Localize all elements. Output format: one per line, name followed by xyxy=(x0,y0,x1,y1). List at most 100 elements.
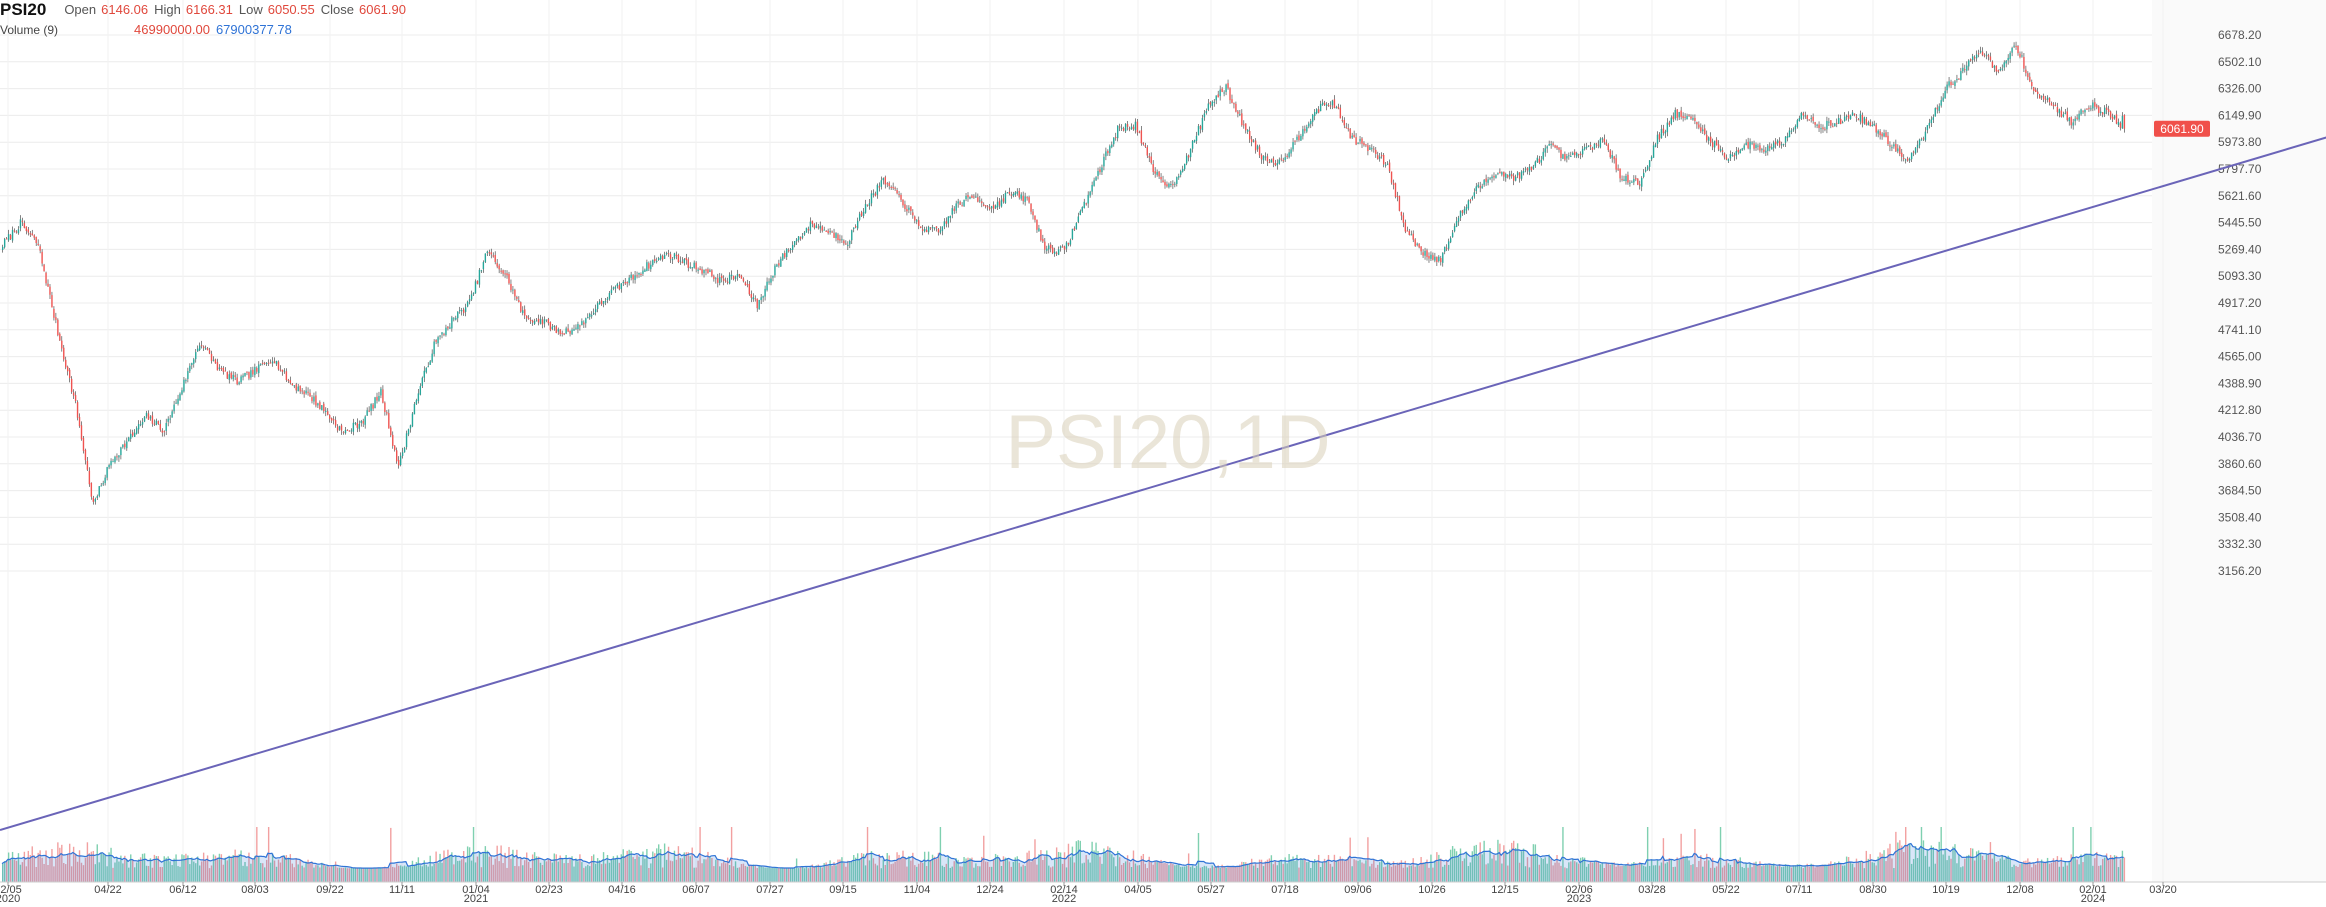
candle-body xyxy=(683,259,686,264)
x-tick-year: 2020 xyxy=(0,893,20,902)
candle xyxy=(1739,148,1741,154)
candle xyxy=(1178,173,1180,180)
candle xyxy=(1260,153,1263,164)
candle-body xyxy=(933,227,936,229)
volume-bar xyxy=(1245,862,1247,882)
candle-body xyxy=(658,258,660,260)
candle xyxy=(565,326,567,335)
volume-bar xyxy=(1808,866,1810,882)
candle-body xyxy=(2115,114,2118,124)
volume-bar xyxy=(352,867,355,882)
volume-bar xyxy=(15,860,18,882)
candle-body xyxy=(1619,168,1621,179)
volume-bar xyxy=(1970,847,1972,882)
volume-bar xyxy=(705,859,707,882)
candle xyxy=(904,200,906,212)
y-tick-label: 5445.50 xyxy=(2218,216,2262,230)
candle-body xyxy=(760,297,762,301)
candle-body xyxy=(1418,243,1420,248)
volume-bar xyxy=(2042,862,2045,882)
volume-bar xyxy=(1593,861,1596,882)
candle xyxy=(1686,113,1688,120)
volume-bar xyxy=(1176,865,1178,882)
candle-body xyxy=(1164,181,1166,186)
candle-body xyxy=(399,455,402,466)
candle-body xyxy=(1010,194,1013,196)
candle xyxy=(610,285,613,295)
candle-body xyxy=(937,228,940,233)
candle xyxy=(397,456,400,469)
volume-bar xyxy=(1105,852,1107,882)
candle-body xyxy=(795,239,798,242)
y-tick-label: 5621.60 xyxy=(2218,189,2262,203)
volume-bar xyxy=(1122,862,1125,882)
volume-bar xyxy=(155,856,158,882)
candle-body xyxy=(1063,246,1066,250)
candle xyxy=(860,210,863,218)
candle xyxy=(1637,178,1639,186)
volume-bar xyxy=(872,858,875,882)
candle xyxy=(1895,139,1897,152)
candle-body xyxy=(1382,154,1385,165)
candle xyxy=(232,371,234,382)
candle-body xyxy=(1451,232,1454,238)
candle-body xyxy=(1061,246,1064,248)
candle-body xyxy=(529,319,532,321)
volume-bar xyxy=(652,851,654,882)
volume-bar xyxy=(551,862,554,882)
volume-bar xyxy=(394,867,396,882)
volume-bar xyxy=(1516,843,1519,882)
candle xyxy=(1032,209,1034,220)
candle-body xyxy=(425,367,427,373)
volume-bar xyxy=(80,862,83,882)
candle xyxy=(299,385,301,394)
volume-bar xyxy=(1012,861,1015,882)
volume-bar xyxy=(2080,854,2082,882)
volume-bar xyxy=(482,853,485,882)
volume-bar xyxy=(1542,858,1544,882)
candle-body xyxy=(740,275,743,279)
candle xyxy=(1603,134,1606,145)
volume-bar xyxy=(1997,861,2000,882)
candle xyxy=(685,253,687,265)
candle xyxy=(1643,169,1645,179)
candle-body xyxy=(342,431,345,433)
candle-body xyxy=(100,485,102,487)
candle-body xyxy=(1217,94,1219,98)
candle xyxy=(529,317,532,324)
candle-body xyxy=(1542,151,1544,160)
y-tick-label: 4741.10 xyxy=(2218,323,2262,337)
candle-body xyxy=(797,236,800,241)
candle-body xyxy=(983,204,985,206)
candle xyxy=(1292,138,1294,152)
volume-bar xyxy=(2021,863,2023,882)
volume-bar xyxy=(258,856,260,882)
volume-bar xyxy=(1597,861,1600,882)
candle xyxy=(1719,145,1722,153)
candle xyxy=(1627,171,1629,185)
candle xyxy=(281,369,284,376)
candle-body xyxy=(1934,108,1936,117)
candle-body xyxy=(770,278,772,283)
candle xyxy=(218,364,221,371)
volume-bar xyxy=(1849,861,1852,882)
candle xyxy=(344,426,347,435)
volume-bar xyxy=(567,862,569,882)
candle xyxy=(1229,87,1231,104)
volume-bar xyxy=(1008,861,1011,882)
volume-bar xyxy=(1187,853,1190,882)
volume-bar xyxy=(293,867,295,882)
volume-bar xyxy=(1073,862,1076,882)
volume-bar xyxy=(461,859,463,882)
candle-body xyxy=(445,327,447,336)
candle xyxy=(1841,120,1844,124)
candle xyxy=(849,239,851,249)
candle-body xyxy=(815,225,818,228)
candle xyxy=(1776,139,1779,146)
candle xyxy=(147,410,150,420)
candle xyxy=(1000,195,1003,208)
candle-body xyxy=(502,270,504,274)
volume-bar xyxy=(1761,866,1763,882)
volume-bar xyxy=(291,863,293,882)
